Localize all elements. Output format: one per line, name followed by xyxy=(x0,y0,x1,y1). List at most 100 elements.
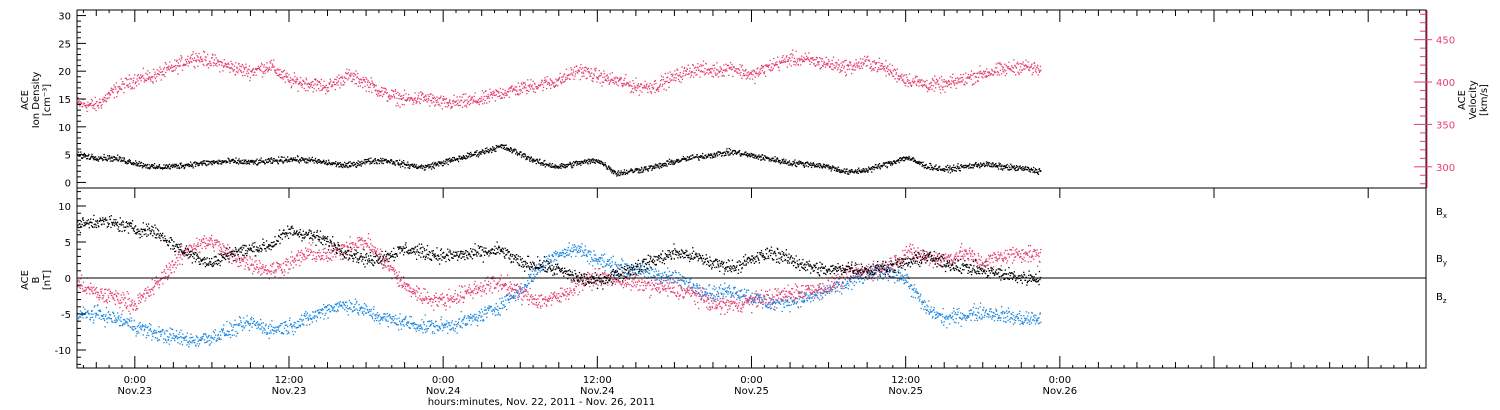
density-series-point xyxy=(284,159,286,162)
by-series-point xyxy=(339,301,341,303)
by-series-point xyxy=(207,337,209,339)
velocity-series-point xyxy=(473,99,475,101)
by-series-point xyxy=(121,313,123,316)
velocity-series-point xyxy=(91,105,93,107)
density-series-point xyxy=(406,163,408,165)
density-series-point xyxy=(876,166,878,168)
density-series-point xyxy=(654,163,657,165)
velocity-series-point xyxy=(646,83,648,85)
velocity-series-point xyxy=(971,74,973,76)
velocity-series-point xyxy=(917,81,919,83)
density-series-point xyxy=(359,164,361,166)
density-series-point xyxy=(481,151,483,153)
velocity-series-point xyxy=(352,72,354,74)
velocity-series-point xyxy=(953,84,956,86)
by-series-point xyxy=(135,327,137,330)
velocity-series-point xyxy=(350,72,352,74)
velocity-series-point xyxy=(193,57,196,59)
velocity-series-point xyxy=(317,83,319,85)
velocity-series-point xyxy=(421,94,423,96)
density-series-point xyxy=(673,160,675,162)
velocity-series-point xyxy=(276,74,278,76)
velocity-series-point xyxy=(660,80,662,82)
velocity-series-point xyxy=(305,90,307,92)
velocity-series-point xyxy=(86,110,88,112)
velocity-series-point xyxy=(827,63,829,65)
density-series-point xyxy=(597,161,599,163)
velocity-series-point xyxy=(181,56,183,58)
velocity-series-point xyxy=(184,64,186,66)
density-series-point xyxy=(807,166,809,168)
velocity-series-point xyxy=(263,66,265,68)
velocity-series-point xyxy=(188,62,190,64)
by-series-point xyxy=(126,318,128,320)
density-series-point xyxy=(502,147,505,150)
velocity-series-point xyxy=(903,82,905,84)
by-series-point xyxy=(287,326,289,328)
velocity-series-point xyxy=(664,80,666,83)
density-series-point xyxy=(783,161,785,163)
velocity-series-point xyxy=(341,76,343,78)
density-series-point xyxy=(261,161,263,163)
velocity-series-point xyxy=(104,97,106,99)
density-series-point xyxy=(547,163,549,165)
density-series-point xyxy=(219,163,221,165)
by-series-point xyxy=(228,333,230,335)
density-series-point xyxy=(798,160,800,162)
velocity-series-point xyxy=(818,57,821,59)
velocity-series-point xyxy=(870,63,872,65)
density-series-point xyxy=(937,169,939,171)
velocity-series-point xyxy=(743,73,745,75)
density-series-point xyxy=(223,160,225,162)
velocity-series-point xyxy=(859,58,862,60)
velocity-series-point xyxy=(710,70,712,73)
density-series-point xyxy=(602,163,604,165)
density-series-point xyxy=(958,166,960,168)
density-series-point xyxy=(392,163,394,165)
density-series-point xyxy=(107,155,109,157)
density-series-point xyxy=(1024,167,1026,169)
density-series-point xyxy=(974,163,976,165)
velocity-series-point xyxy=(411,97,413,99)
velocity-series-point xyxy=(607,77,609,80)
velocity-series-point xyxy=(394,89,397,91)
velocity-series-point xyxy=(570,69,572,71)
velocity-series-point xyxy=(296,80,298,83)
density-series-point xyxy=(504,144,506,146)
velocity-series-point xyxy=(177,62,179,64)
velocity-series-point xyxy=(676,73,678,75)
velocity-series-point xyxy=(181,69,184,71)
density-series-point xyxy=(367,161,369,163)
velocity-series-point xyxy=(78,100,80,102)
density-series-point xyxy=(218,159,220,161)
velocity-series-point xyxy=(519,92,521,95)
velocity-series-point xyxy=(658,90,660,92)
density-series-point xyxy=(204,163,206,165)
velocity-series-point xyxy=(339,77,341,79)
density-series-point xyxy=(428,164,430,166)
density-series-point xyxy=(586,159,588,161)
velocity-series-point xyxy=(341,77,344,79)
density-series-point xyxy=(935,168,937,170)
density-series-point xyxy=(562,163,564,165)
velocity-series-point xyxy=(891,73,893,75)
by-series-point xyxy=(159,330,161,332)
velocity-series-point xyxy=(1037,64,1039,66)
density-series-point xyxy=(100,156,102,158)
velocity-series-point xyxy=(785,60,787,63)
by-series-point xyxy=(175,335,177,337)
velocity-series-point xyxy=(506,94,508,96)
velocity-series-point xyxy=(504,90,506,92)
velocity-series-point xyxy=(265,69,267,71)
velocity-series-point xyxy=(707,73,710,75)
density-series-point xyxy=(387,160,389,162)
velocity-series-point xyxy=(1033,67,1035,69)
density-series-point xyxy=(899,157,901,159)
velocity-series-point xyxy=(242,74,244,77)
density-series-point xyxy=(282,161,284,163)
density-series-point xyxy=(1013,167,1015,169)
density-series-point xyxy=(346,166,348,168)
velocity-series-point xyxy=(314,78,316,80)
velocity-series-point xyxy=(694,72,696,74)
velocity-series-point xyxy=(86,107,88,109)
